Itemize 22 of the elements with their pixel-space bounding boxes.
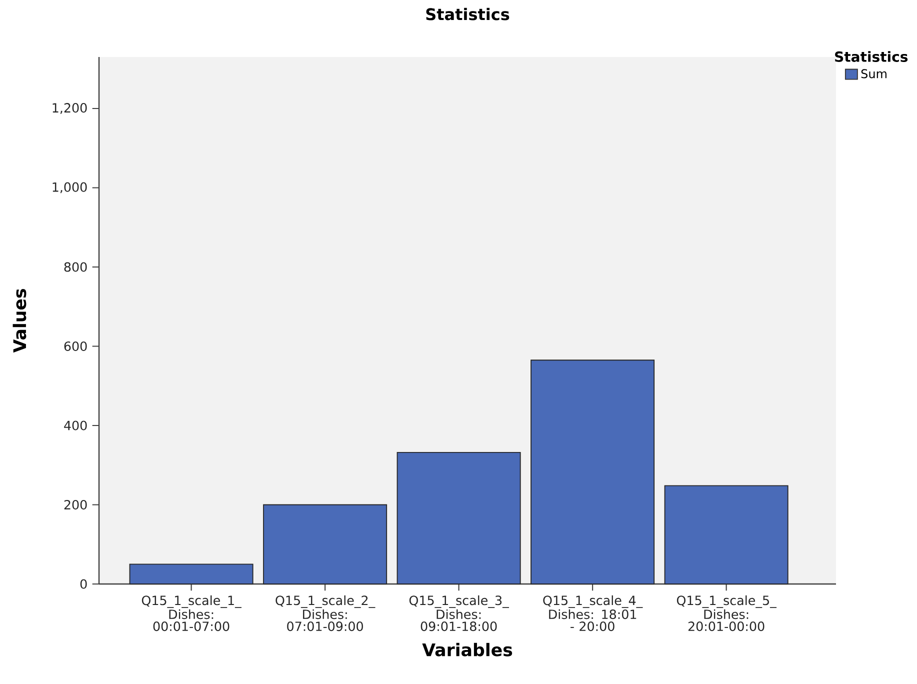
y-tick-label: 600 <box>64 341 87 352</box>
x-tick-label: Q15_1_scale_2_ Dishes: 07:01-09:00 <box>276 595 376 632</box>
y-tick-label: 1,200 <box>52 103 87 114</box>
x-tick-label: Q15_1_scale_5_ Dishes: 20:01-00:00 <box>676 595 777 632</box>
bar <box>396 452 521 584</box>
x-tick-label: Q15_1_scale_1_ Dishes: 00:01-07:00 <box>142 595 242 632</box>
bar <box>664 485 788 584</box>
bar <box>530 360 655 584</box>
y-axis-title: Values <box>12 289 26 353</box>
bar <box>129 564 254 584</box>
y-tick-label: 800 <box>64 262 87 272</box>
x-tick-label: Q15_1_scale_3_ Dishes: 09:01-18:00 <box>409 595 510 632</box>
y-tick-label: 1,000 <box>52 182 87 194</box>
legend-title: Statistics <box>835 51 908 62</box>
y-tick-label: 0 <box>80 579 87 589</box>
x-axis-title: Variables <box>422 642 512 656</box>
y-tick-label: 400 <box>64 420 87 430</box>
y-tick-label: 200 <box>64 500 87 510</box>
bar <box>263 504 388 584</box>
x-tick-label: Q15_1_scale_4_ Dishes: 18:01 - 20:00 <box>543 595 643 632</box>
legend-label: Sum <box>861 69 886 78</box>
chart-title: Statistics <box>426 8 510 20</box>
